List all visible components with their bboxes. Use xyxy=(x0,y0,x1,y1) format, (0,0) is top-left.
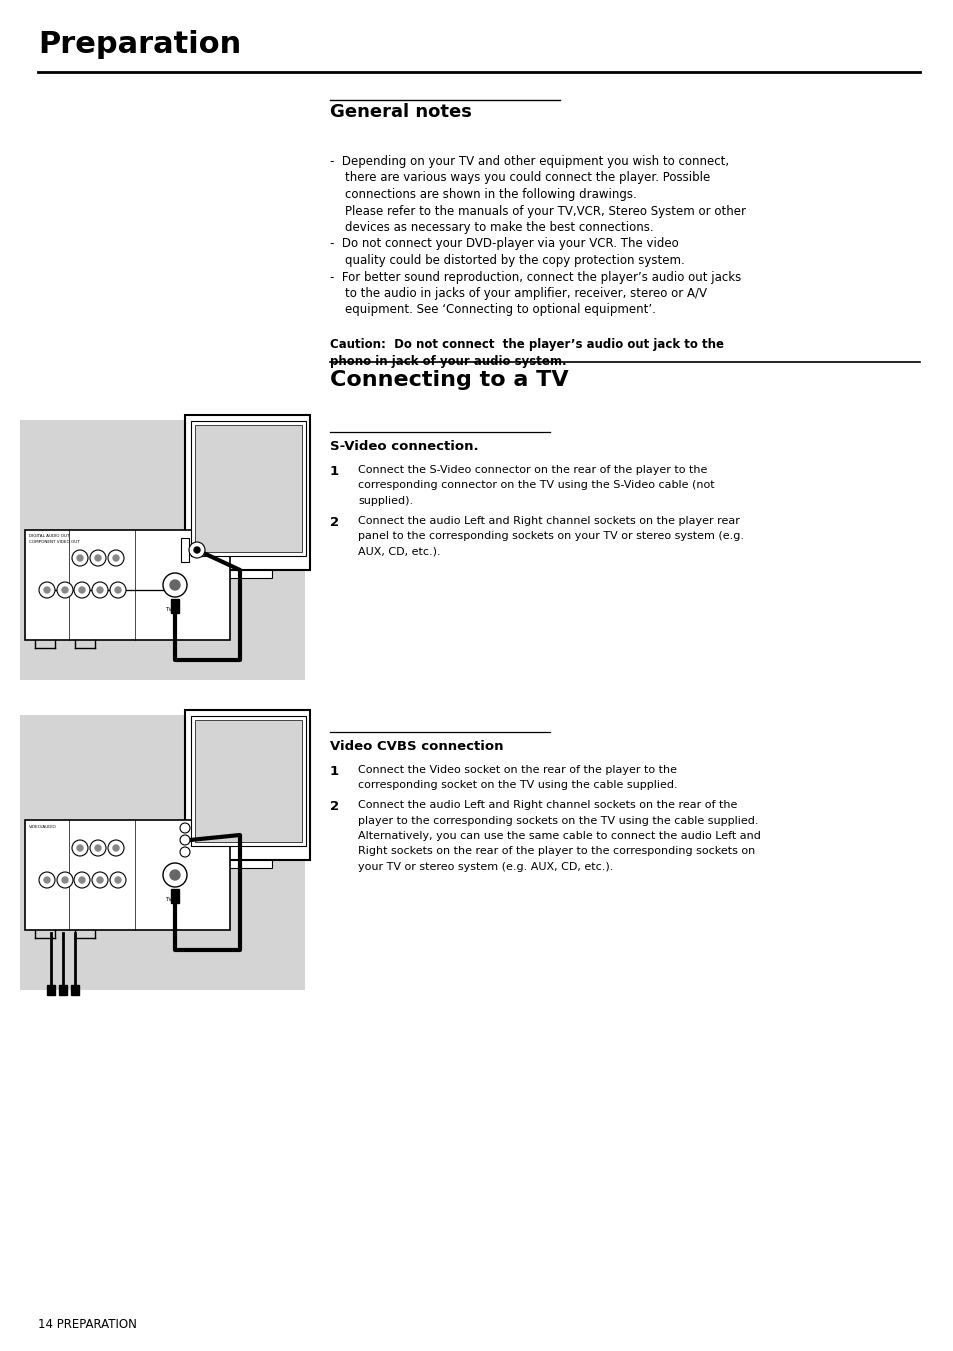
Text: Caution:  Do not connect  the player’s audio out jack to the: Caution: Do not connect the player’s aud… xyxy=(330,338,723,351)
Circle shape xyxy=(97,586,103,593)
Text: -  For better sound reproduction, connect the player’s audio out jacks: - For better sound reproduction, connect… xyxy=(330,270,740,284)
Circle shape xyxy=(77,844,83,851)
Bar xyxy=(194,720,302,842)
Circle shape xyxy=(91,871,108,888)
Text: player to the corresponding sockets on the TV using the cable supplied.: player to the corresponding sockets on t… xyxy=(357,816,758,825)
Bar xyxy=(25,820,230,929)
Circle shape xyxy=(163,573,187,597)
Text: equipment. See ‘Connecting to optional equipment’.: equipment. See ‘Connecting to optional e… xyxy=(330,304,656,316)
Circle shape xyxy=(62,877,68,884)
Circle shape xyxy=(193,547,200,553)
Text: corresponding connector on the TV using the S-Video cable (not: corresponding connector on the TV using … xyxy=(357,481,714,490)
Circle shape xyxy=(108,840,124,857)
Text: Connect the S-Video connector on the rear of the player to the: Connect the S-Video connector on the rea… xyxy=(357,465,706,476)
Text: Connect the audio Left and Right channel sockets on the player rear: Connect the audio Left and Right channel… xyxy=(357,516,740,526)
Circle shape xyxy=(74,871,90,888)
Text: your TV or stereo system (e.g. AUX, CD, etc.).: your TV or stereo system (e.g. AUX, CD, … xyxy=(357,862,613,871)
Circle shape xyxy=(79,877,85,884)
Circle shape xyxy=(170,580,180,590)
Bar xyxy=(47,985,55,994)
Circle shape xyxy=(44,877,50,884)
Text: 14 PREPARATION: 14 PREPARATION xyxy=(38,1319,136,1331)
Text: panel to the corresponding sockets on your TV or stereo system (e.g.: panel to the corresponding sockets on yo… xyxy=(357,531,743,540)
Text: Right sockets on the rear of the player to the corresponding sockets on: Right sockets on the rear of the player … xyxy=(357,847,755,857)
Text: S-Video connection.: S-Video connection. xyxy=(330,440,478,453)
Circle shape xyxy=(44,586,50,593)
Circle shape xyxy=(97,877,103,884)
Text: Connect the Video socket on the rear of the player to the: Connect the Video socket on the rear of … xyxy=(357,765,677,775)
Text: phono in jack of your audio system.: phono in jack of your audio system. xyxy=(330,354,566,367)
Circle shape xyxy=(108,550,124,566)
Text: 2: 2 xyxy=(330,800,338,813)
Text: Video CVBS connection: Video CVBS connection xyxy=(330,740,503,753)
Text: General notes: General notes xyxy=(330,103,472,122)
Text: TV: TV xyxy=(165,897,172,902)
Circle shape xyxy=(95,555,101,561)
Text: -  Depending on your TV and other equipment you wish to connect,: - Depending on your TV and other equipme… xyxy=(330,155,728,168)
Bar xyxy=(222,570,273,578)
Circle shape xyxy=(180,835,190,844)
Text: TV: TV xyxy=(165,607,172,612)
Bar xyxy=(191,422,306,557)
Text: Connecting to a TV: Connecting to a TV xyxy=(330,370,568,390)
Text: connections are shown in the following drawings.: connections are shown in the following d… xyxy=(330,188,636,201)
Text: Alternatively, you can use the same cable to connect the audio Left and: Alternatively, you can use the same cabl… xyxy=(357,831,760,842)
Text: Connect the audio Left and Right channel sockets on the rear of the: Connect the audio Left and Right channel… xyxy=(357,800,737,811)
Circle shape xyxy=(110,582,126,598)
Circle shape xyxy=(79,586,85,593)
Circle shape xyxy=(189,542,205,558)
Bar xyxy=(171,889,179,902)
Circle shape xyxy=(112,844,119,851)
Circle shape xyxy=(62,586,68,593)
Circle shape xyxy=(39,582,55,598)
Circle shape xyxy=(57,871,73,888)
Circle shape xyxy=(112,555,119,561)
Circle shape xyxy=(90,550,106,566)
Circle shape xyxy=(170,870,180,880)
Circle shape xyxy=(163,863,187,888)
Bar xyxy=(20,715,305,990)
Bar xyxy=(185,415,310,570)
Text: AUX, CD, etc.).: AUX, CD, etc.). xyxy=(357,547,440,557)
Bar xyxy=(194,426,302,553)
Circle shape xyxy=(95,844,101,851)
Circle shape xyxy=(74,582,90,598)
Circle shape xyxy=(77,555,83,561)
Bar xyxy=(185,711,310,861)
Text: to the audio in jacks of your amplifier, receiver, stereo or A/V: to the audio in jacks of your amplifier,… xyxy=(330,286,706,300)
Text: devices as necessary to make the best connections.: devices as necessary to make the best co… xyxy=(330,222,653,234)
Circle shape xyxy=(180,847,190,857)
Bar xyxy=(171,598,179,613)
Circle shape xyxy=(57,582,73,598)
Text: there are various ways you could connect the player. Possible: there are various ways you could connect… xyxy=(330,172,709,185)
Circle shape xyxy=(115,877,121,884)
Bar xyxy=(191,716,306,846)
Circle shape xyxy=(39,871,55,888)
Text: 1: 1 xyxy=(330,465,338,478)
Circle shape xyxy=(91,582,108,598)
Bar xyxy=(25,530,230,640)
Bar xyxy=(59,985,67,994)
Text: corresponding socket on the TV using the cable supplied.: corresponding socket on the TV using the… xyxy=(357,781,677,790)
Text: VIDEO/AUDIO: VIDEO/AUDIO xyxy=(29,825,56,830)
Text: supplied).: supplied). xyxy=(357,496,413,507)
Text: 2: 2 xyxy=(330,516,338,528)
Text: -  Do not connect your DVD-player via your VCR. The video: - Do not connect your DVD-player via you… xyxy=(330,238,678,250)
Circle shape xyxy=(71,550,88,566)
Circle shape xyxy=(110,871,126,888)
Text: quality could be distorted by the copy protection system.: quality could be distorted by the copy p… xyxy=(330,254,684,267)
Text: 1: 1 xyxy=(330,765,338,778)
Text: Please refer to the manuals of your TV,VCR, Stereo System or other: Please refer to the manuals of your TV,V… xyxy=(330,204,745,218)
Bar xyxy=(181,538,189,562)
Bar xyxy=(71,985,79,994)
Text: COMPONENT VIDEO OUT: COMPONENT VIDEO OUT xyxy=(29,540,80,544)
Bar xyxy=(222,861,273,867)
Text: Preparation: Preparation xyxy=(38,30,241,59)
Circle shape xyxy=(71,840,88,857)
Bar xyxy=(20,420,305,680)
Text: DIGITAL AUDIO OUT: DIGITAL AUDIO OUT xyxy=(29,534,70,538)
Circle shape xyxy=(180,823,190,834)
Circle shape xyxy=(90,840,106,857)
Circle shape xyxy=(115,586,121,593)
